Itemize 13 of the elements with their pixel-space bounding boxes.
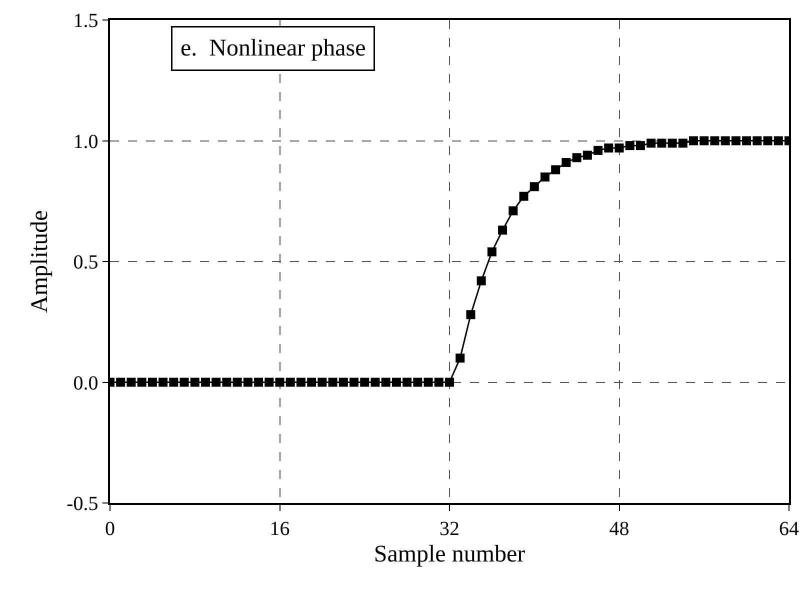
y-axis-title: Amplitude	[27, 210, 54, 313]
y-tick-label: 1.5	[73, 10, 98, 32]
y-tick-label: 0.5	[73, 252, 98, 274]
y-tick-label: -0.5	[66, 493, 98, 515]
x-tick-label: 48	[609, 518, 630, 540]
x-tick-label: 32	[440, 518, 460, 540]
x-axis-title: Sample number	[374, 542, 526, 568]
y-tick-label: 0.0	[73, 372, 98, 394]
y-tick-label: 1.0	[73, 130, 98, 153]
x-tick-label: 0	[105, 518, 115, 540]
x-tick-label: 16	[270, 518, 290, 540]
annotation: e. Nonlinear phase	[180, 36, 366, 62]
x-tick-label: 64	[779, 518, 799, 540]
